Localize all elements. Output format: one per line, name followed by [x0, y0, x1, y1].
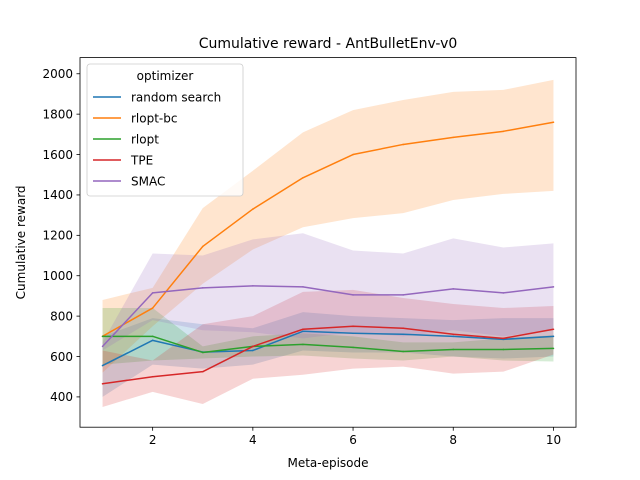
point-tpe: [101, 382, 104, 385]
line-rlopt-bc: [102, 121, 554, 337]
band-smac: [102, 233, 554, 351]
point-smac: [502, 292, 505, 294]
y-tick-label: 1200: [42, 229, 73, 243]
point-tpe: [201, 370, 204, 373]
point-smac: [101, 345, 104, 348]
y-tick-label: 1600: [42, 148, 73, 162]
point-rlopt: [201, 351, 204, 354]
point-random-search: [352, 332, 354, 335]
legend-box: [86, 63, 244, 197]
point-random-search: [101, 364, 104, 367]
point-rlopt-bc: [201, 245, 204, 248]
point-rlopt: [352, 346, 354, 349]
point-rlopt: [552, 347, 555, 350]
legend-items: random search rlopt-bc rlopt TPE SMAC: [93, 90, 221, 188]
x-tick-label: 6: [349, 433, 357, 447]
point-random-search: [452, 335, 455, 338]
point-random-search: [252, 349, 254, 352]
point-rlopt-bc: [252, 208, 254, 210]
y-axis-ticks: 400 600 800 1000 1200 1400 1600 1800 2000: [42, 67, 80, 404]
point-smac: [252, 285, 254, 287]
point-rlopt-bc: [502, 130, 505, 133]
point-rlopt: [302, 343, 304, 346]
point-tpe: [452, 333, 455, 336]
point-rlopt-bc: [402, 143, 404, 146]
line-rlopt: [102, 335, 554, 354]
y-tick-label: 1800: [42, 107, 73, 121]
point-smac: [302, 286, 304, 288]
x-tick-label: 10: [546, 433, 561, 447]
point-tpe: [302, 328, 304, 331]
point-rlopt: [402, 350, 404, 353]
point-rlopt-bc: [302, 176, 304, 179]
x-tick-label: 8: [449, 433, 457, 447]
line-tpe: [102, 325, 554, 385]
point-tpe: [252, 345, 254, 348]
line-random-search: [102, 330, 554, 367]
y-tick-label: 2000: [42, 67, 73, 81]
band-rlopt-bc: [102, 79, 554, 373]
point-rlopt-bc: [352, 153, 354, 156]
y-tick-label: 400: [50, 390, 73, 404]
chart-title: Cumulative reward - AntBulletEnv-v0: [199, 36, 458, 52]
x-axis-label: Meta-episode: [287, 456, 368, 470]
x-axis-ticks: 2 4 6 8 10: [149, 427, 561, 447]
point-smac: [552, 286, 555, 288]
y-tick-label: 800: [50, 309, 73, 323]
point-tpe: [402, 327, 404, 330]
legend-label: rlopt-bc: [131, 111, 177, 125]
point-random-search: [402, 333, 404, 336]
point-tpe: [352, 325, 354, 328]
legend-label: SMAC: [131, 174, 165, 188]
point-rlopt: [101, 335, 104, 338]
point-rlopt: [502, 348, 505, 351]
point-rlopt-bc: [452, 136, 455, 139]
point-rlopt: [151, 335, 154, 338]
y-tick-label: 1400: [42, 188, 73, 202]
point-smac: [352, 294, 354, 296]
point-rlopt: [452, 348, 455, 351]
point-random-search: [151, 339, 154, 342]
point-tpe: [552, 328, 555, 331]
point-rlopt-bc: [552, 121, 555, 124]
point-smac: [151, 292, 154, 294]
series-lines: [101, 121, 555, 385]
x-tick-label: 2: [149, 433, 157, 447]
y-tick-label: 600: [50, 350, 73, 364]
y-axis-label: Cumulative reward: [14, 185, 28, 299]
point-tpe: [151, 375, 154, 378]
x-tick-label: 4: [249, 433, 257, 447]
point-tpe: [502, 337, 505, 340]
band-tpe: [102, 289, 554, 408]
legend-label: rlopt: [131, 132, 159, 146]
legend-title: optimizer: [137, 69, 194, 83]
legend-label: random search: [131, 90, 221, 104]
point-smac: [402, 294, 404, 296]
legend: optimizer random search rlopt-bc rlopt TPE S…: [86, 63, 244, 197]
legend-label: TPE: [130, 153, 153, 167]
line-smac: [101, 285, 554, 347]
point-random-search: [552, 335, 555, 338]
point-rlopt-bc: [151, 307, 154, 309]
y-tick-label: 1000: [42, 269, 73, 283]
point-smac: [201, 287, 204, 289]
point-smac: [452, 288, 455, 290]
point-random-search: [302, 330, 304, 333]
plot-frame: [79, 57, 577, 428]
